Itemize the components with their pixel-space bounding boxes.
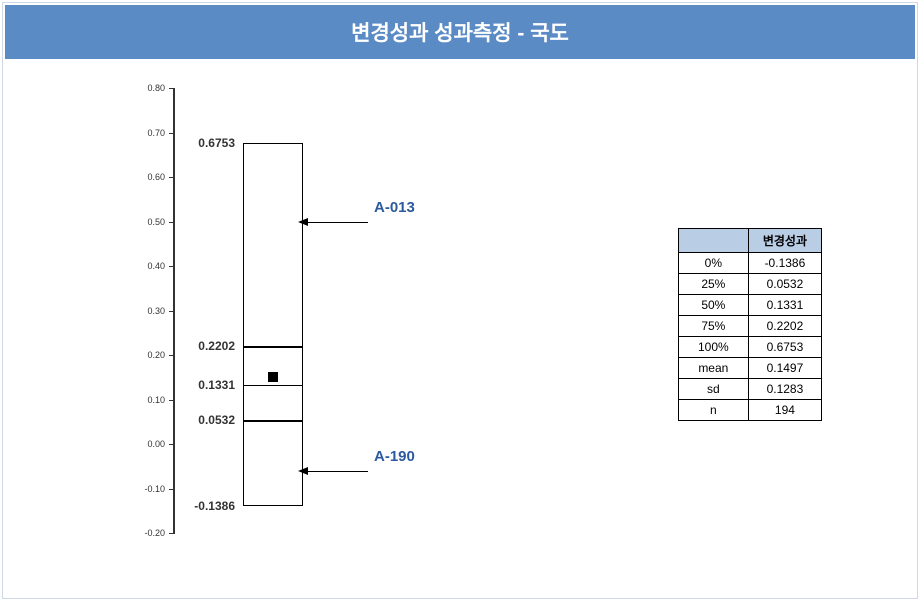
y-tick-label: 0.40 — [123, 261, 165, 271]
table-cell-value: 0.1331 — [748, 295, 821, 316]
y-tick-label: -0.10 — [123, 484, 165, 494]
y-tick — [169, 355, 175, 356]
y-tick-label: 0.30 — [123, 306, 165, 316]
table-cell-label: mean — [678, 358, 748, 379]
table-cell-value: 0.1497 — [748, 358, 821, 379]
main-container: 변경성과 성과측정 - 국도 -0.20-0.100.000.100.200.3… — [2, 2, 918, 599]
table-row: 25%0.0532 — [678, 274, 821, 295]
y-tick-label: 0.00 — [123, 439, 165, 449]
box-line-q3 — [243, 346, 303, 348]
y-tick — [169, 133, 175, 134]
y-tick-label: 0.80 — [123, 83, 165, 93]
box-whisker-outer — [243, 143, 303, 505]
table-cell-label: 50% — [678, 295, 748, 316]
y-tick-label: 0.60 — [123, 172, 165, 182]
table-row: 75%0.2202 — [678, 316, 821, 337]
boxplot-chart: -0.20-0.100.000.100.200.300.400.500.600.… — [133, 88, 533, 568]
y-tick-label: 0.50 — [123, 217, 165, 227]
value-label-q3: 0.2202 — [185, 339, 235, 353]
table-cell-label: 75% — [678, 316, 748, 337]
table-row: n194 — [678, 400, 821, 421]
annotation-arrow-line — [308, 222, 368, 223]
table-cell-label: sd — [678, 379, 748, 400]
y-tick — [169, 177, 175, 178]
page-title: 변경성과 성과측정 - 국도 — [5, 5, 915, 59]
table-cell-value: 0.2202 — [748, 316, 821, 337]
table-row: 0%-0.1386 — [678, 253, 821, 274]
annotation-arrow-head — [298, 467, 308, 475]
y-tick-label: 0.70 — [123, 128, 165, 138]
y-tick — [169, 222, 175, 223]
table-row: 50%0.1331 — [678, 295, 821, 316]
table-row: sd0.1283 — [678, 379, 821, 400]
table-cell-value: -0.1386 — [748, 253, 821, 274]
value-label-median: 0.1331 — [185, 378, 235, 392]
y-tick — [169, 266, 175, 267]
table-cell-label: n — [678, 400, 748, 421]
table-header-blank — [678, 229, 748, 253]
y-tick-label: 0.10 — [123, 395, 165, 405]
y-tick — [169, 533, 175, 534]
table-cell-value: 0.6753 — [748, 337, 821, 358]
y-tick — [169, 88, 175, 89]
y-tick — [169, 400, 175, 401]
y-tick-label: 0.20 — [123, 350, 165, 360]
table-row: 100%0.6753 — [678, 337, 821, 358]
table-cell-label: 100% — [678, 337, 748, 358]
y-tick — [169, 444, 175, 445]
y-tick — [169, 489, 175, 490]
table-cell-value: 0.0532 — [748, 274, 821, 295]
box-line-median — [243, 385, 303, 387]
table-cell-label: 0% — [678, 253, 748, 274]
table-cell-value: 194 — [748, 400, 821, 421]
annotation-label: A-013 — [374, 199, 415, 216]
value-label-q1: 0.0532 — [185, 413, 235, 427]
annotation-arrow-line — [308, 471, 368, 472]
annotation-arrow-head — [298, 218, 308, 226]
table-row: mean0.1497 — [678, 358, 821, 379]
value-label-max: 0.6753 — [185, 136, 235, 150]
box-line-q1 — [243, 420, 303, 422]
stats-table: 변경성과0%-0.138625%0.053250%0.133175%0.2202… — [678, 228, 822, 421]
value-label-min: -0.1386 — [185, 499, 235, 513]
annotation-label: A-190 — [374, 448, 415, 465]
y-tick-label: -0.20 — [123, 528, 165, 538]
mean-marker — [268, 372, 278, 382]
table-header-value: 변경성과 — [748, 229, 821, 253]
table-cell-value: 0.1283 — [748, 379, 821, 400]
y-tick — [169, 311, 175, 312]
table-cell-label: 25% — [678, 274, 748, 295]
